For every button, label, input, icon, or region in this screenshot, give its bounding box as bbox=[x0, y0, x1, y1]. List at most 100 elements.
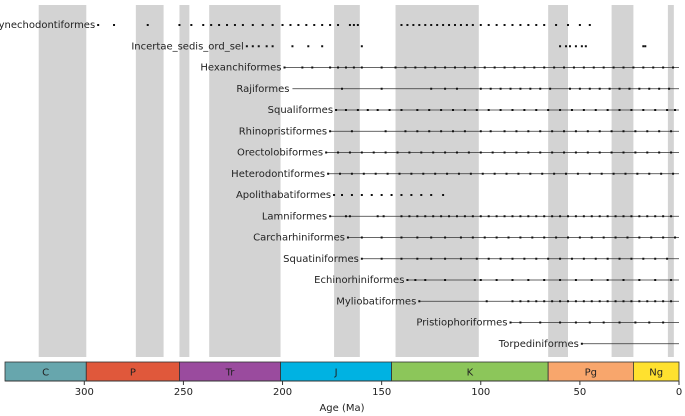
occurrence bbox=[511, 279, 514, 281]
occurrence bbox=[453, 66, 456, 69]
occurrence bbox=[499, 257, 502, 260]
occurrence bbox=[463, 66, 466, 69]
row-label: Echinorhiniformes bbox=[314, 275, 404, 286]
occurrence bbox=[563, 130, 566, 133]
shaded-interval bbox=[334, 5, 360, 357]
occurrence bbox=[674, 236, 677, 239]
occurrence bbox=[483, 236, 486, 239]
occurrence bbox=[241, 24, 244, 26]
occurrence bbox=[430, 257, 433, 260]
occurrence bbox=[666, 257, 669, 260]
occurrence bbox=[590, 215, 593, 218]
occurrence bbox=[592, 66, 595, 69]
occurrence bbox=[503, 24, 506, 26]
occurrence bbox=[588, 172, 591, 175]
occurrence bbox=[527, 151, 530, 154]
occurrence bbox=[614, 236, 617, 239]
occurrence bbox=[471, 236, 474, 239]
row-label: Pristiophoriformes bbox=[416, 318, 507, 329]
occurrence bbox=[632, 66, 635, 69]
occurrence bbox=[283, 66, 286, 69]
occurrence bbox=[416, 215, 419, 218]
occurrence bbox=[301, 66, 304, 69]
occurrence bbox=[582, 109, 585, 111]
occurrence bbox=[598, 215, 601, 218]
occurrence bbox=[291, 45, 294, 48]
occurrence bbox=[499, 109, 502, 111]
occurrence bbox=[515, 130, 518, 133]
occurrence bbox=[572, 66, 575, 69]
occurrence bbox=[335, 109, 338, 111]
occurrence bbox=[473, 279, 476, 281]
occurrence bbox=[360, 236, 363, 239]
occurrence bbox=[624, 172, 627, 175]
occurrence bbox=[662, 236, 665, 239]
occurrence bbox=[348, 24, 351, 26]
occurrence bbox=[547, 257, 550, 260]
occurrence bbox=[551, 215, 554, 218]
occurrence bbox=[444, 236, 447, 239]
occurrence bbox=[636, 172, 639, 175]
occurrence bbox=[574, 151, 577, 154]
occurrence bbox=[523, 109, 526, 111]
occurrence bbox=[612, 172, 615, 175]
occurrence bbox=[321, 24, 324, 26]
occurrence bbox=[444, 279, 447, 281]
occurrence bbox=[628, 87, 631, 90]
occurrence bbox=[642, 66, 645, 69]
occurrence bbox=[606, 300, 609, 303]
period-label: Ng bbox=[649, 368, 663, 379]
occurrence bbox=[543, 215, 546, 218]
occurrence bbox=[527, 24, 530, 26]
occurrence bbox=[422, 172, 425, 175]
occurrence bbox=[549, 87, 552, 90]
occurrence bbox=[471, 215, 474, 218]
occurrence bbox=[380, 257, 383, 260]
shaded-interval bbox=[135, 5, 164, 357]
occurrence bbox=[622, 279, 625, 281]
occurrence bbox=[563, 151, 566, 154]
occurrence bbox=[559, 215, 562, 218]
occurrence bbox=[400, 236, 403, 239]
occurrence bbox=[479, 130, 482, 133]
occurrence bbox=[650, 236, 653, 239]
occurrence bbox=[642, 257, 645, 260]
occurrence bbox=[618, 257, 621, 260]
period-label: P bbox=[130, 368, 136, 379]
occurrence bbox=[513, 66, 516, 69]
occurrence bbox=[555, 236, 558, 239]
occurrence bbox=[424, 66, 427, 69]
occurrence bbox=[465, 24, 468, 26]
occurrence bbox=[523, 257, 526, 260]
occurrence bbox=[493, 172, 496, 175]
occurrence bbox=[372, 151, 375, 154]
shaded-interval bbox=[179, 5, 190, 357]
occurrence bbox=[578, 87, 581, 90]
occurrence bbox=[670, 279, 673, 281]
occurrence bbox=[529, 87, 532, 90]
occurrence bbox=[543, 300, 546, 303]
occurrence bbox=[634, 151, 637, 154]
occurrence bbox=[622, 300, 625, 303]
occurrence bbox=[370, 194, 373, 196]
occurrence bbox=[666, 109, 669, 111]
occurrence bbox=[670, 130, 673, 133]
occurrence bbox=[519, 24, 522, 26]
occurrence bbox=[257, 45, 260, 48]
occurrence bbox=[670, 215, 673, 218]
occurrence bbox=[448, 24, 451, 26]
occurrence bbox=[638, 215, 641, 218]
occurrence bbox=[598, 130, 601, 133]
occurrence bbox=[559, 321, 562, 324]
row-label: Squaliformes bbox=[268, 105, 333, 116]
occurrence bbox=[440, 109, 443, 111]
occurrence bbox=[396, 151, 399, 154]
occurrence bbox=[670, 300, 673, 303]
occurrence bbox=[519, 215, 522, 218]
occurrence bbox=[519, 87, 522, 90]
occurrence bbox=[356, 109, 359, 111]
occurrence bbox=[495, 236, 498, 239]
occurrence bbox=[590, 236, 593, 239]
occurrence bbox=[646, 300, 649, 303]
